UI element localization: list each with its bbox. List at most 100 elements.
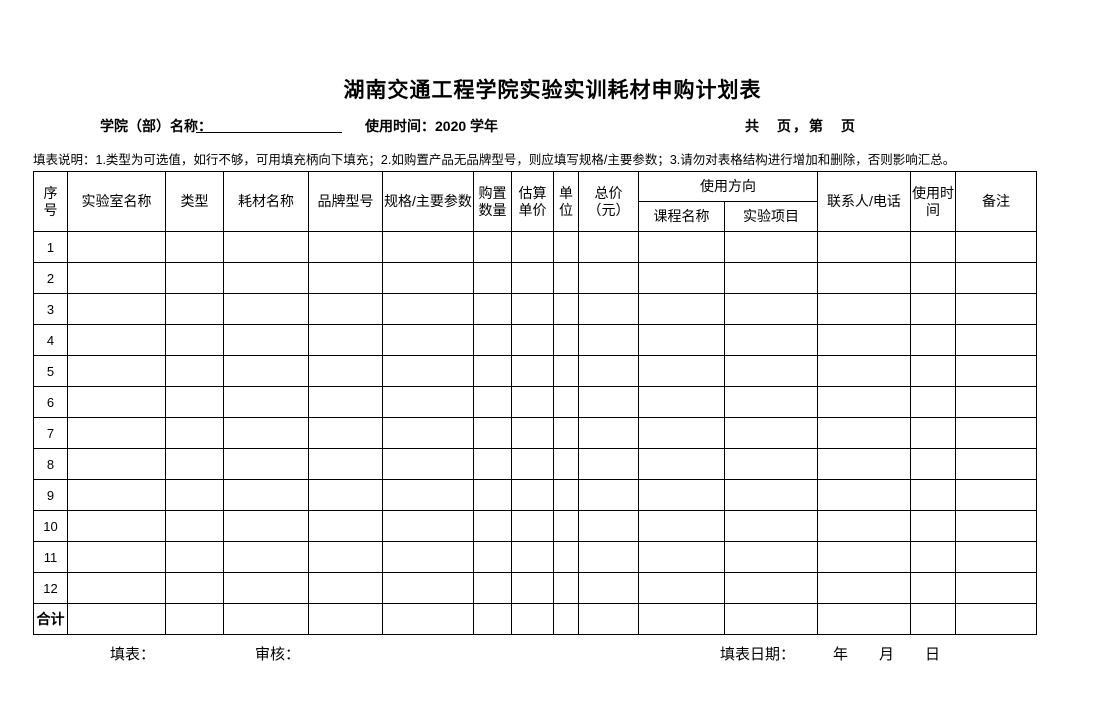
empty-data-cell[interactable] bbox=[638, 541, 725, 573]
empty-data-cell[interactable] bbox=[382, 355, 474, 387]
empty-data-cell[interactable] bbox=[817, 262, 911, 294]
empty-data-cell[interactable] bbox=[223, 355, 309, 387]
empty-data-cell[interactable] bbox=[473, 293, 512, 325]
empty-data-cell[interactable] bbox=[473, 510, 512, 542]
empty-data-cell[interactable] bbox=[955, 541, 1037, 573]
empty-data-cell[interactable] bbox=[165, 510, 224, 542]
empty-data-cell[interactable] bbox=[223, 510, 309, 542]
empty-data-cell[interactable] bbox=[67, 448, 166, 480]
empty-data-cell[interactable] bbox=[553, 355, 579, 387]
empty-total-cell[interactable] bbox=[473, 603, 512, 635]
empty-data-cell[interactable] bbox=[724, 479, 818, 511]
empty-data-cell[interactable] bbox=[578, 510, 639, 542]
empty-data-cell[interactable] bbox=[473, 386, 512, 418]
empty-data-cell[interactable] bbox=[473, 355, 512, 387]
empty-total-cell[interactable] bbox=[382, 603, 474, 635]
empty-data-cell[interactable] bbox=[382, 417, 474, 449]
empty-data-cell[interactable] bbox=[553, 231, 579, 263]
empty-data-cell[interactable] bbox=[382, 510, 474, 542]
empty-data-cell[interactable] bbox=[511, 386, 554, 418]
empty-data-cell[interactable] bbox=[817, 324, 911, 356]
empty-data-cell[interactable] bbox=[578, 231, 639, 263]
department-name-blank-field[interactable] bbox=[196, 116, 342, 133]
empty-data-cell[interactable] bbox=[308, 448, 383, 480]
empty-data-cell[interactable] bbox=[638, 510, 725, 542]
empty-data-cell[interactable] bbox=[165, 417, 224, 449]
empty-total-cell[interactable] bbox=[638, 603, 725, 635]
empty-data-cell[interactable] bbox=[638, 417, 725, 449]
empty-data-cell[interactable] bbox=[910, 479, 956, 511]
empty-data-cell[interactable] bbox=[67, 262, 166, 294]
empty-data-cell[interactable] bbox=[638, 324, 725, 356]
empty-data-cell[interactable] bbox=[553, 479, 579, 511]
empty-data-cell[interactable] bbox=[553, 293, 579, 325]
empty-data-cell[interactable] bbox=[308, 355, 383, 387]
empty-data-cell[interactable] bbox=[165, 479, 224, 511]
empty-data-cell[interactable] bbox=[382, 448, 474, 480]
empty-data-cell[interactable] bbox=[511, 324, 554, 356]
empty-data-cell[interactable] bbox=[473, 541, 512, 573]
empty-data-cell[interactable] bbox=[638, 355, 725, 387]
empty-data-cell[interactable] bbox=[223, 479, 309, 511]
empty-data-cell[interactable] bbox=[817, 541, 911, 573]
empty-data-cell[interactable] bbox=[308, 572, 383, 604]
empty-data-cell[interactable] bbox=[724, 510, 818, 542]
empty-data-cell[interactable] bbox=[223, 572, 309, 604]
empty-data-cell[interactable] bbox=[473, 262, 512, 294]
empty-data-cell[interactable] bbox=[955, 324, 1037, 356]
empty-data-cell[interactable] bbox=[165, 231, 224, 263]
empty-data-cell[interactable] bbox=[511, 510, 554, 542]
empty-data-cell[interactable] bbox=[511, 231, 554, 263]
empty-total-cell[interactable] bbox=[67, 603, 166, 635]
empty-data-cell[interactable] bbox=[382, 386, 474, 418]
empty-data-cell[interactable] bbox=[910, 572, 956, 604]
empty-data-cell[interactable] bbox=[473, 231, 512, 263]
empty-data-cell[interactable] bbox=[724, 231, 818, 263]
empty-data-cell[interactable] bbox=[308, 293, 383, 325]
empty-total-cell[interactable] bbox=[578, 603, 639, 635]
empty-data-cell[interactable] bbox=[553, 324, 579, 356]
empty-total-cell[interactable] bbox=[724, 603, 818, 635]
empty-data-cell[interactable] bbox=[511, 448, 554, 480]
empty-data-cell[interactable] bbox=[955, 479, 1037, 511]
empty-data-cell[interactable] bbox=[578, 541, 639, 573]
empty-data-cell[interactable] bbox=[308, 231, 383, 263]
empty-data-cell[interactable] bbox=[553, 510, 579, 542]
empty-data-cell[interactable] bbox=[67, 479, 166, 511]
empty-data-cell[interactable] bbox=[308, 262, 383, 294]
empty-data-cell[interactable] bbox=[578, 293, 639, 325]
empty-data-cell[interactable] bbox=[382, 293, 474, 325]
empty-data-cell[interactable] bbox=[955, 417, 1037, 449]
empty-data-cell[interactable] bbox=[910, 417, 956, 449]
empty-data-cell[interactable] bbox=[955, 448, 1037, 480]
empty-data-cell[interactable] bbox=[223, 541, 309, 573]
empty-data-cell[interactable] bbox=[578, 448, 639, 480]
empty-data-cell[interactable] bbox=[578, 572, 639, 604]
empty-total-cell[interactable] bbox=[817, 603, 911, 635]
empty-data-cell[interactable] bbox=[955, 572, 1037, 604]
empty-data-cell[interactable] bbox=[553, 262, 579, 294]
empty-data-cell[interactable] bbox=[67, 510, 166, 542]
empty-data-cell[interactable] bbox=[67, 231, 166, 263]
empty-data-cell[interactable] bbox=[910, 448, 956, 480]
empty-data-cell[interactable] bbox=[382, 324, 474, 356]
empty-data-cell[interactable] bbox=[817, 417, 911, 449]
empty-data-cell[interactable] bbox=[638, 386, 725, 418]
empty-data-cell[interactable] bbox=[382, 479, 474, 511]
empty-data-cell[interactable] bbox=[578, 417, 639, 449]
empty-data-cell[interactable] bbox=[910, 355, 956, 387]
empty-data-cell[interactable] bbox=[955, 355, 1037, 387]
empty-data-cell[interactable] bbox=[638, 479, 725, 511]
empty-data-cell[interactable] bbox=[724, 262, 818, 294]
empty-data-cell[interactable] bbox=[67, 386, 166, 418]
empty-data-cell[interactable] bbox=[817, 510, 911, 542]
empty-data-cell[interactable] bbox=[511, 262, 554, 294]
empty-data-cell[interactable] bbox=[638, 448, 725, 480]
empty-data-cell[interactable] bbox=[165, 448, 224, 480]
empty-data-cell[interactable] bbox=[817, 386, 911, 418]
empty-data-cell[interactable] bbox=[223, 448, 309, 480]
empty-data-cell[interactable] bbox=[955, 262, 1037, 294]
empty-data-cell[interactable] bbox=[553, 448, 579, 480]
empty-data-cell[interactable] bbox=[638, 231, 725, 263]
empty-data-cell[interactable] bbox=[511, 293, 554, 325]
